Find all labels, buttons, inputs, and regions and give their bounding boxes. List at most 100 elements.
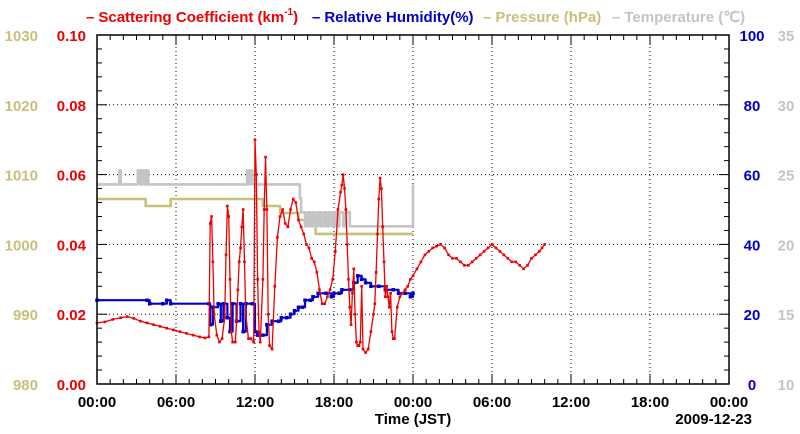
data-point-humidity (292, 308, 297, 313)
data-point-scattering (459, 260, 462, 264)
data-point-scattering (348, 305, 352, 309)
data-point-humidity (147, 301, 152, 306)
data-point-scattering (470, 260, 474, 264)
data-point-humidity (265, 322, 269, 327)
data-point-scattering (228, 278, 232, 281)
data-point-scattering (502, 253, 506, 257)
data-point-scattering (486, 246, 490, 250)
data-point-scattering (381, 225, 385, 229)
data-point-scattering (401, 291, 404, 295)
data-point-scattering (522, 267, 525, 271)
data-point-scattering (244, 312, 248, 316)
data-point-scattering (255, 173, 258, 176)
x-tick-label: 06:00 (157, 394, 195, 411)
data-point-scattering (111, 318, 115, 321)
data-point-scattering (389, 291, 392, 295)
data-point-scattering (326, 295, 329, 299)
data-point-humidity (324, 291, 328, 296)
data-point-scattering (506, 257, 510, 260)
data-point-scattering (352, 267, 356, 271)
data-point-scattering (385, 284, 388, 288)
x-tick-label: 18:00 (315, 394, 353, 411)
humidity-tick-label: 100 (739, 28, 764, 45)
data-point-humidity (303, 298, 307, 302)
data-point-scattering (312, 260, 316, 264)
data-point-humidity (411, 291, 415, 296)
data-point-scattering (427, 250, 431, 253)
data-point-scattering (320, 302, 324, 306)
data-point-scattering (510, 260, 514, 264)
data-point-scattering (345, 243, 349, 246)
data-point-scattering (463, 264, 466, 267)
data-point-scattering (377, 197, 381, 201)
data-point-humidity (161, 301, 165, 306)
data-point-scattering (490, 243, 494, 246)
data-point-scattering (220, 337, 224, 340)
data-point-scattering (364, 351, 367, 354)
data-point-humidity (261, 333, 265, 337)
data-point-scattering (406, 284, 410, 288)
data-point-scattering (415, 267, 419, 271)
data-point-humidity (359, 277, 364, 282)
pressure-tick-label: 1030 (5, 28, 38, 45)
data-point-scattering (212, 312, 216, 316)
data-point-humidity (355, 274, 360, 278)
data-point-scattering (409, 278, 412, 281)
data-point-humidity (225, 315, 230, 320)
data-point-scattering (423, 253, 427, 257)
series-group (95, 138, 546, 354)
data-point-scattering (514, 260, 517, 264)
data-point-scattering (305, 243, 308, 246)
data-point-scattering (235, 319, 238, 323)
data-point-scattering (343, 187, 346, 190)
data-point-scattering (299, 225, 303, 229)
data-point-scattering (359, 340, 362, 344)
x-tick-label: 00:00 (710, 394, 748, 411)
data-point-scattering (265, 208, 269, 211)
data-point-humidity (377, 284, 381, 289)
data-point-scattering (439, 243, 442, 246)
data-point-scattering (203, 336, 207, 340)
data-point-scattering (231, 340, 234, 344)
data-point-scattering (455, 257, 458, 260)
data-point-scattering (268, 344, 271, 347)
pressure-tick-label: 1020 (5, 98, 38, 115)
data-point-scattering (474, 257, 478, 260)
data-point-humidity (216, 301, 220, 306)
data-point-scattering (538, 250, 541, 253)
data-point-scattering (390, 330, 394, 333)
data-point-scattering (357, 344, 361, 347)
data-point-scattering (310, 257, 313, 260)
data-point-humidity (255, 333, 260, 337)
data-point-scattering (369, 330, 373, 333)
scattering-tick-label: 0.08 (57, 98, 86, 115)
data-point-scattering (360, 284, 363, 288)
data-point-humidity (363, 281, 368, 285)
data-point-humidity (369, 284, 373, 289)
data-point-humidity (276, 319, 281, 323)
data-point-scattering (478, 253, 482, 257)
data-point-humidity (391, 288, 395, 292)
data-point-humidity (165, 298, 169, 302)
data-point-scattering (431, 246, 435, 250)
x-tick-label: 12:00 (236, 394, 274, 411)
temperature-tick-label: 15 (778, 307, 795, 324)
data-point-scattering (132, 317, 136, 320)
legend-scattering: – Scattering Coefficient (km-1) (86, 7, 298, 26)
data-point-scattering (403, 288, 407, 292)
data-point-scattering (395, 305, 399, 309)
data-point-scattering (302, 232, 306, 236)
data-point-humidity (270, 319, 274, 323)
data-point-humidity (308, 298, 313, 302)
data-point-scattering (262, 208, 266, 211)
data-point-humidity (230, 301, 235, 306)
data-point-scattering (289, 208, 292, 211)
humidity-tick-label: 0 (748, 377, 756, 394)
data-point-humidity (221, 301, 226, 306)
legend-pressure: – Pressure (hPa) (483, 9, 601, 26)
data-point-humidity (329, 295, 334, 299)
data-point-scattering (380, 187, 383, 190)
temperature-tick-label: 25 (778, 168, 795, 185)
data-point-scattering (223, 316, 227, 319)
data-point-scattering (334, 250, 337, 253)
